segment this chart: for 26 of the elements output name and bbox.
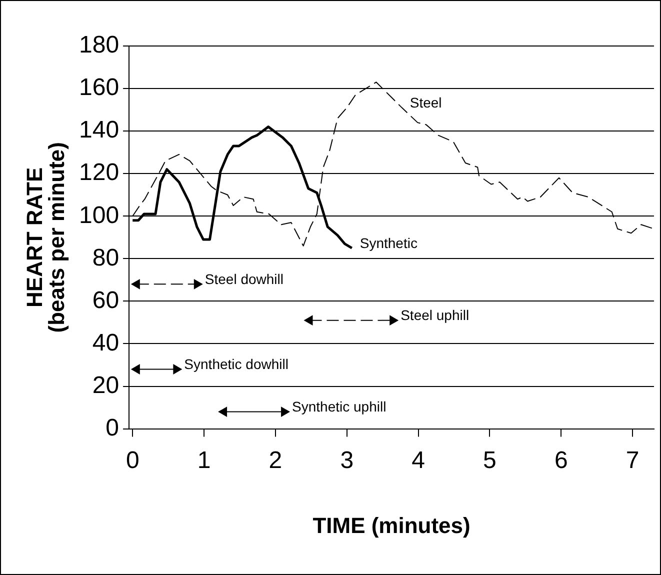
y-tick-label: 60 <box>92 286 120 314</box>
y-tick-label: 160 <box>78 74 120 102</box>
annotation: Synthetic dowhill <box>184 356 288 372</box>
annotation: Steel dowhill <box>204 271 284 288</box>
y-axis-title: HEART RATE (beats per minute) <box>22 142 70 333</box>
x-axis-title: TIME (minutes) <box>312 512 470 538</box>
x-tick-label: 6 <box>554 446 568 474</box>
x-tick-label: 1 <box>197 446 211 474</box>
y-tick-label: 20 <box>92 372 120 399</box>
x-tick-label: 3 <box>340 446 354 474</box>
annotation: Steel <box>410 94 442 111</box>
y-tick-label: 0 <box>106 414 120 442</box>
y-tick-label: 140 <box>78 116 120 144</box>
x-tick-label: 4 <box>412 446 425 474</box>
y-tick-label: 180 <box>78 32 120 59</box>
y-tick-label: 100 <box>78 202 120 229</box>
x-tick-label: 2 <box>268 446 282 474</box>
x-tick-label: 0 <box>126 446 140 474</box>
annotation: Steel uphill <box>400 307 470 324</box>
x-tick-label: 7 <box>626 446 640 474</box>
annotation: Synthetic <box>360 234 418 251</box>
annotation: Synthetic uphill <box>292 398 386 415</box>
y-tick-label: 80 <box>92 244 120 272</box>
y-tick-label: 40 <box>92 329 120 356</box>
y-tick-label: 120 <box>78 159 120 186</box>
x-tick-label: 5 <box>483 446 496 474</box>
